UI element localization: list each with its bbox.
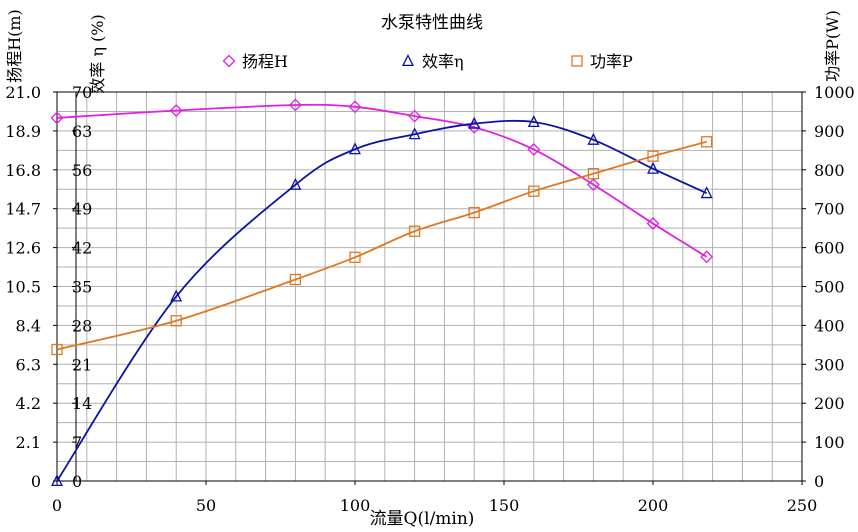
data-point-triangle bbox=[408, 127, 421, 140]
power-axis-tick-label: 100 bbox=[814, 433, 845, 452]
data-point-square bbox=[468, 206, 480, 219]
efficiency-axis-tick-label: 0 bbox=[72, 472, 82, 491]
head-axis-tick-label: 12.6 bbox=[5, 239, 41, 258]
data-point-triangle bbox=[646, 161, 660, 174]
legend-marker-triangle bbox=[401, 54, 415, 67]
data-point-square bbox=[647, 150, 659, 162]
power-axis-tick-label: 600 bbox=[814, 239, 845, 258]
head-axis-tick-label: 10.5 bbox=[5, 278, 41, 297]
efficiency-axis-tick-label: 56 bbox=[72, 161, 92, 180]
head-axis-tick-label: 6.3 bbox=[16, 355, 41, 374]
data-point-triangle bbox=[50, 474, 64, 487]
x-axis-tick-label: 250 bbox=[787, 496, 818, 515]
data-point-diamond bbox=[646, 217, 660, 230]
legend-label: 功率P bbox=[590, 52, 633, 71]
efficiency-axis-tick-label: 14 bbox=[72, 394, 92, 413]
power-axis-tick-label: 300 bbox=[814, 355, 845, 374]
data-point-diamond bbox=[169, 104, 183, 117]
efficiency-axis-tick-label: 21 bbox=[72, 355, 92, 374]
power-series bbox=[51, 136, 713, 356]
head-axis-tick-label: 2.1 bbox=[16, 433, 41, 452]
head-axis-tick-label: 18.9 bbox=[5, 122, 41, 141]
power-axis-tick-label: 800 bbox=[814, 161, 845, 180]
data-point-triangle bbox=[587, 132, 600, 145]
data-point-diamond bbox=[348, 100, 362, 114]
x-axis-tick-label: 100 bbox=[340, 496, 371, 515]
data-point-triangle bbox=[289, 177, 302, 190]
legend-label: 效率η bbox=[422, 52, 464, 71]
data-point-square bbox=[51, 343, 63, 356]
y-axis-head-label: 扬程H(m) bbox=[5, 9, 24, 83]
power-axis-tick-label: 400 bbox=[814, 316, 845, 335]
head-axis-tick-label: 8.4 bbox=[16, 316, 41, 335]
data-point-square bbox=[349, 251, 361, 263]
data-point-square bbox=[587, 168, 600, 180]
legend-marker-square bbox=[571, 55, 583, 67]
efficiency-axis-tick-label: 28 bbox=[72, 316, 92, 335]
data-point-square bbox=[528, 185, 540, 197]
series-line bbox=[56, 103, 708, 258]
legend-label: 扬程H bbox=[242, 52, 288, 71]
data-point-square bbox=[408, 225, 421, 237]
data-point-diamond bbox=[700, 250, 714, 264]
series bbox=[50, 98, 714, 487]
data-point-square bbox=[700, 136, 713, 148]
efficiency-axis-tick-label: 35 bbox=[72, 278, 92, 297]
power-axis-tick-label: 0 bbox=[814, 472, 824, 491]
efficiency-axis-tick-label: 63 bbox=[72, 122, 92, 141]
axes: 0 2.1 4.2 6.3 8.4 10.5 12.6 14.7 16.8 18.9 21.0 0 7 1… bbox=[5, 83, 854, 515]
data-point-triangle bbox=[468, 116, 481, 129]
grid-lines bbox=[57, 92, 802, 481]
power-axis-tick-label: 200 bbox=[814, 394, 845, 413]
data-point-triangle bbox=[348, 142, 362, 155]
efficiency-axis-tick-label: 49 bbox=[72, 200, 92, 219]
data-point-diamond bbox=[408, 109, 422, 123]
efficiency-axis-tick-label: 7 bbox=[72, 433, 82, 452]
efficiency-axis-tick-label: 42 bbox=[72, 239, 92, 258]
power-axis-tick-label: 500 bbox=[814, 278, 845, 297]
x-axis-tick-label: 200 bbox=[638, 496, 669, 515]
head-axis-tick-label: 16.8 bbox=[5, 161, 41, 180]
data-point-triangle bbox=[527, 115, 540, 128]
data-point-diamond bbox=[50, 111, 64, 125]
head-axis-tick-label: 4.2 bbox=[16, 394, 41, 413]
x-axis-tick-label: 50 bbox=[196, 496, 216, 515]
head-axis-tick-label: 14.7 bbox=[5, 200, 41, 219]
data-point-square bbox=[170, 315, 182, 327]
y-axis-power-label: 功率P(W) bbox=[823, 10, 842, 82]
legend-marker-diamond bbox=[222, 54, 236, 68]
data-point-diamond bbox=[527, 143, 541, 156]
data-point-square bbox=[289, 273, 302, 286]
data-point-diamond bbox=[586, 178, 600, 192]
data-point-triangle bbox=[170, 289, 183, 302]
x-axis-tick-label: 150 bbox=[489, 496, 520, 515]
series-line bbox=[56, 140, 707, 351]
x-axis-tick-label: 0 bbox=[52, 496, 62, 515]
power-axis-tick-label: 1000 bbox=[814, 83, 855, 102]
efficiency-series bbox=[50, 115, 713, 487]
legend: 扬程H 效率η 功率P bbox=[222, 52, 633, 71]
chart-title: 水泵特性曲线 bbox=[381, 13, 483, 33]
power-axis-tick-label: 700 bbox=[814, 200, 845, 219]
series-line bbox=[56, 119, 708, 482]
x-axis-label: 流量Q(l/min) bbox=[370, 509, 475, 529]
head-axis-tick-label: 21.0 bbox=[5, 83, 41, 102]
data-point-diamond bbox=[288, 98, 302, 112]
power-axis-tick-label: 900 bbox=[814, 122, 845, 141]
y-axis-efficiency-label: 效率 η (%) bbox=[88, 14, 107, 93]
data-point-triangle bbox=[700, 186, 713, 199]
head-series bbox=[50, 98, 714, 264]
head-axis-tick-label: 0 bbox=[31, 472, 41, 491]
efficiency-axis-tick-label: 70 bbox=[72, 83, 92, 102]
